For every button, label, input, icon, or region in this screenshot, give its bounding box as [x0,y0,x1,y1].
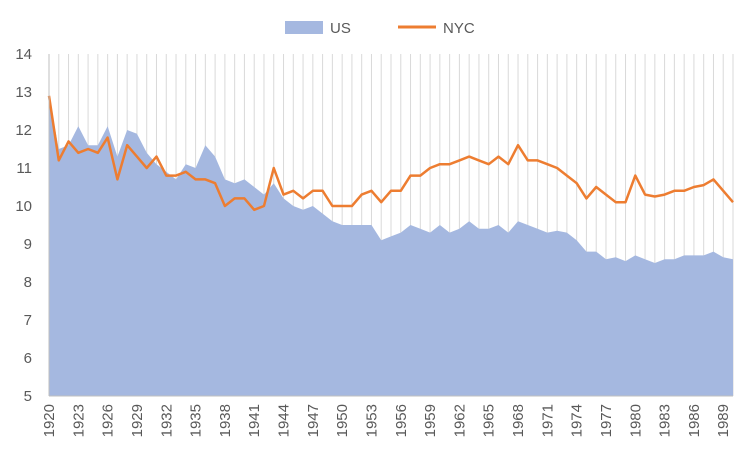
nyc-line-series [47,95,734,212]
y-tick-label: 7 [24,312,32,329]
x-tick-label: 1959 [422,404,439,437]
us-area [49,95,733,397]
legend-swatch-us [285,21,323,34]
y-tick-label: 10 [15,198,32,215]
y-tick-label: 8 [24,274,32,291]
x-tick-label: 1920 [41,404,58,437]
x-tick-label: 1950 [334,404,351,437]
x-tick-label: 1935 [188,404,205,437]
nyc-line [47,95,734,212]
x-tick-label: 1980 [627,404,644,437]
y-tick-label: 11 [16,160,32,177]
x-tick-label: 1938 [217,404,234,437]
x-tick-label: 1989 [715,404,732,437]
x-tick-label: 1932 [158,404,175,437]
x-tick-label: 1974 [569,404,586,437]
x-tick-label: 1923 [70,404,87,437]
x-tick-label: 1986 [686,404,703,437]
x-tick-label: 1944 [276,404,293,437]
y-axis-tick-labels: 5 6 7 8 9 10 11 12 13 14 [15,46,32,405]
x-tick-label: 1929 [129,404,146,437]
x-tick-label: 1956 [393,404,410,437]
legend: US NYC [285,20,475,37]
axes [48,54,733,397]
y-tick-label: 6 [24,350,32,367]
x-tick-label: 1947 [305,404,322,437]
x-tick-label: 1962 [451,404,468,437]
y-tick-label: 14 [15,46,32,63]
x-tick-label: 1941 [246,404,263,437]
x-tick-label: 1965 [481,404,498,437]
x-tick-label: 1968 [510,404,527,437]
x-tick-label: 1971 [539,404,556,437]
x-tick-label: 1977 [598,404,615,437]
y-tick-label: 9 [24,236,32,253]
legend-label-us: US [330,20,351,37]
y-tick-label: 13 [15,84,32,101]
x-tick-label: 1983 [657,404,674,437]
x-tick-label: 1953 [363,404,380,437]
legend-label-nyc: NYC [443,20,475,37]
x-tick-label: 1926 [100,404,117,437]
y-tick-label: 12 [15,122,32,139]
x-axis-tick-labels: 1920 1923 1926 1929 1932 1935 1938 1941 1944 1947… [41,404,732,437]
us-area-series [49,95,733,397]
y-tick-label: 5 [24,388,32,405]
